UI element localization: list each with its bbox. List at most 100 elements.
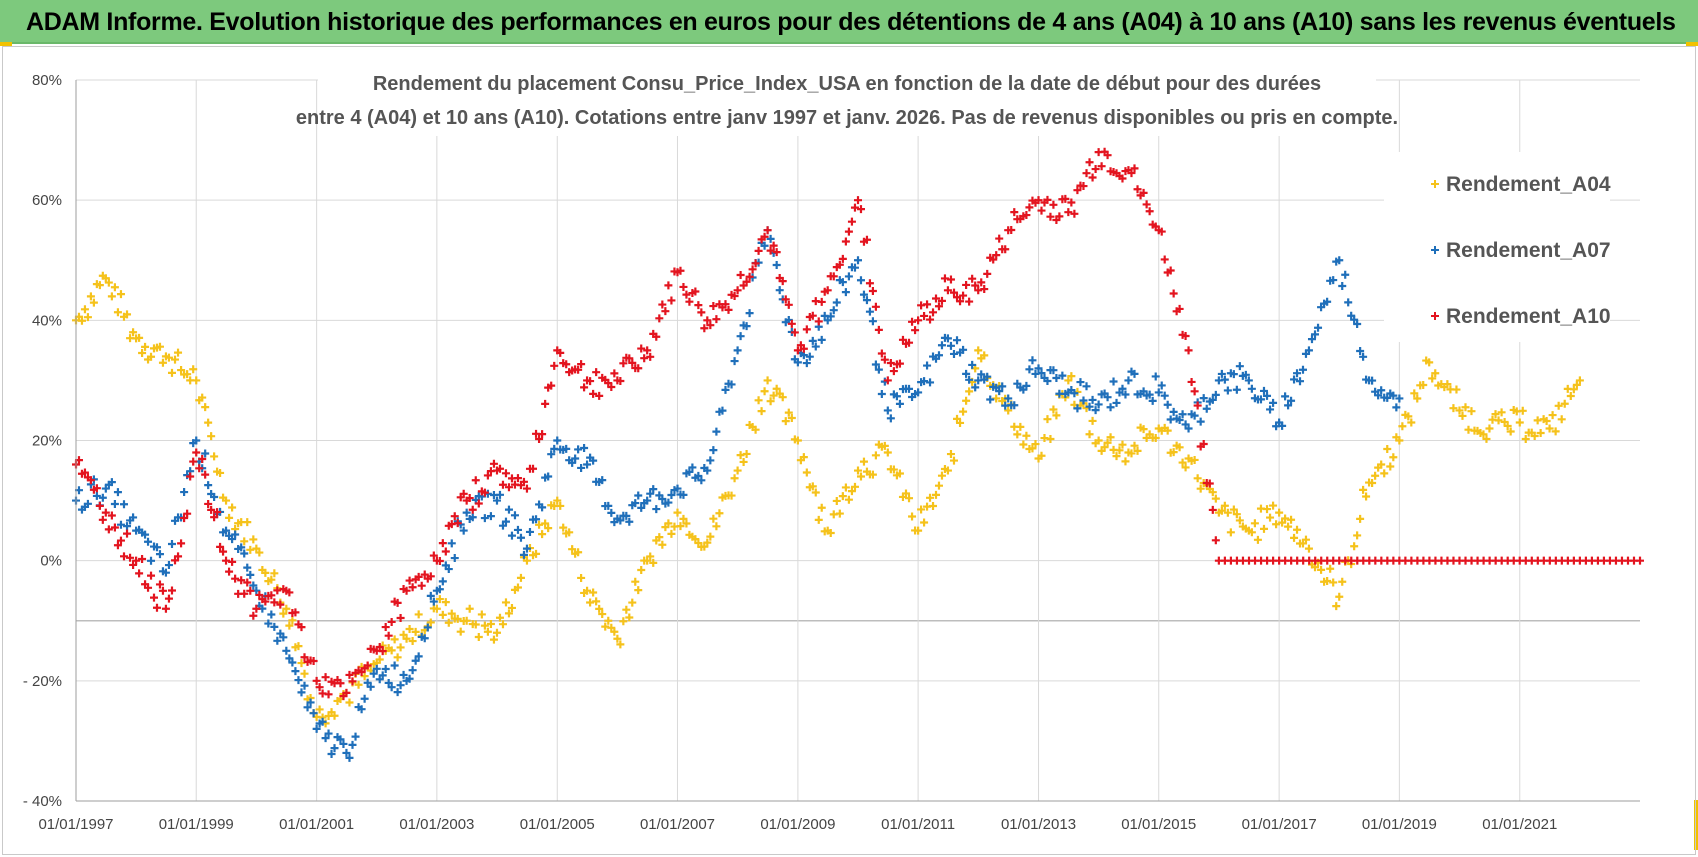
interpolated-point — [378, 647, 387, 656]
interpolated-point — [1193, 474, 1202, 483]
interpolated-point — [414, 652, 423, 661]
interpolated-point — [745, 272, 754, 281]
interpolated-point — [501, 598, 510, 607]
interpolated-point — [1028, 356, 1037, 365]
interpolated-point — [86, 292, 95, 301]
interpolated-point — [586, 377, 595, 386]
interpolated-point — [1413, 394, 1422, 403]
interpolated-point — [80, 468, 89, 477]
interpolated-point — [874, 365, 883, 374]
interpolated-point — [953, 414, 962, 423]
interpolated-point — [375, 655, 384, 664]
interpolated-point — [658, 494, 667, 503]
interpolated-point — [856, 205, 865, 214]
interpolated-point — [240, 549, 249, 558]
interpolated-point — [450, 512, 459, 521]
data-point — [1455, 406, 1464, 415]
interpolated-point — [655, 533, 664, 542]
interpolated-point — [1037, 451, 1046, 460]
interpolated-point — [141, 342, 150, 351]
interpolated-point — [664, 281, 673, 290]
interpolated-point — [1211, 494, 1220, 503]
data-point — [1335, 256, 1344, 265]
x-tick-label: 01/01/2011 — [881, 816, 955, 833]
interpolated-point — [535, 520, 544, 529]
interpolated-point — [874, 325, 883, 334]
interpolated-point — [408, 637, 417, 646]
interpolated-point — [83, 499, 92, 508]
interpolated-point — [865, 279, 874, 288]
interpolated-point — [562, 360, 571, 369]
interpolated-point — [784, 408, 793, 417]
interpolated-point — [426, 572, 435, 581]
interpolated-point — [937, 471, 946, 480]
data-point — [763, 226, 772, 235]
interpolated-point — [201, 470, 210, 479]
interpolated-point — [1103, 151, 1112, 160]
interpolated-point — [471, 620, 480, 629]
interpolated-point — [766, 397, 775, 406]
interpolated-point — [297, 688, 306, 697]
interpolated-point — [802, 325, 811, 334]
interpolated-point — [264, 619, 273, 628]
interpolated-point — [1500, 417, 1509, 426]
interpolated-point — [210, 513, 219, 522]
interpolated-point — [538, 430, 547, 439]
interpolated-point — [1386, 462, 1395, 471]
interpolated-point — [989, 255, 998, 264]
interpolated-point — [420, 570, 429, 579]
interpolated-point — [736, 332, 745, 341]
interpolated-point — [1323, 576, 1332, 585]
interpolated-point — [336, 679, 345, 688]
interpolated-point — [772, 248, 781, 257]
interpolated-point — [171, 355, 180, 364]
y-tick-label: 60% — [32, 192, 62, 209]
interpolated-point — [1533, 416, 1542, 425]
interpolated-point — [174, 552, 183, 561]
interpolated-point — [240, 537, 249, 546]
interpolated-point — [345, 753, 354, 762]
interpolated-point — [267, 610, 276, 619]
interpolated-point — [926, 378, 935, 387]
interpolated-point — [1323, 297, 1332, 306]
interpolated-point — [946, 275, 955, 284]
data-point — [943, 466, 952, 475]
interpolated-point — [1503, 421, 1512, 430]
interpolated-point — [237, 576, 246, 585]
interpolated-point — [354, 680, 363, 689]
interpolated-point — [1554, 401, 1563, 410]
interpolated-point — [1518, 406, 1527, 415]
report-banner: ADAM Informe. Evolution historique des p… — [0, 0, 1698, 44]
interpolated-point — [1178, 410, 1187, 419]
data-point — [1004, 394, 1013, 403]
interpolated-point — [688, 463, 697, 472]
interpolated-point — [592, 597, 601, 606]
interpolated-point — [1079, 396, 1088, 405]
interpolated-point — [859, 290, 868, 299]
interpolated-point — [754, 246, 763, 255]
data-point — [643, 496, 652, 505]
interpolated-point — [1287, 515, 1296, 524]
interpolated-point — [183, 370, 192, 379]
interpolated-point — [1208, 395, 1217, 404]
interpolated-point — [652, 332, 661, 341]
interpolated-point — [712, 315, 721, 324]
data-point — [733, 286, 742, 295]
data-point — [793, 346, 802, 355]
interpolated-point — [760, 232, 769, 241]
interpolated-point — [808, 336, 817, 345]
interpolated-point — [1566, 392, 1575, 401]
interpolated-point — [616, 376, 625, 385]
data-point — [101, 274, 110, 283]
interpolated-point — [411, 656, 420, 665]
interpolated-point — [532, 515, 541, 524]
interpolated-point — [751, 425, 760, 434]
interpolated-point — [574, 445, 583, 454]
interpolated-point — [255, 548, 264, 557]
interpolated-point — [953, 336, 962, 345]
interpolated-point — [1290, 533, 1299, 542]
interpolated-point — [811, 488, 820, 497]
interpolated-point — [167, 586, 176, 595]
interpolated-point — [381, 664, 390, 673]
interpolated-point — [905, 384, 914, 393]
